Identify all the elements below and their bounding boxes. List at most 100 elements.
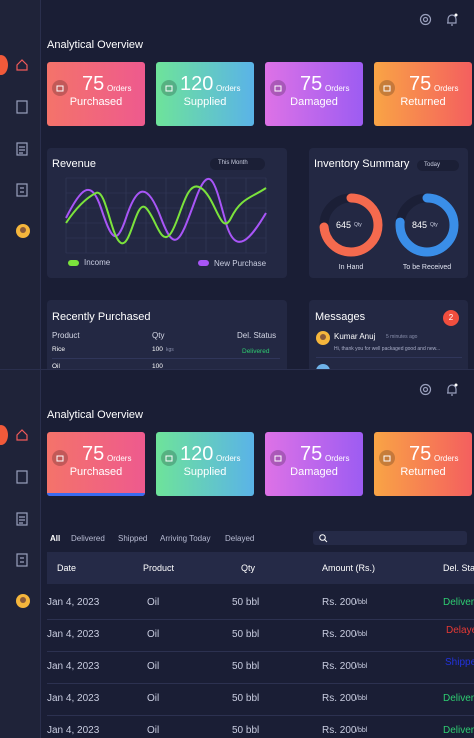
nav-inventory[interactable] <box>16 470 28 484</box>
cell-qty: 100 <box>152 346 163 353</box>
card-unit: Orders <box>434 454 459 463</box>
summary-card[interactable]: 75 Orders Returned <box>374 432 472 496</box>
cell-per-unit: /bbl <box>356 599 368 606</box>
filter-tab[interactable]: All <box>50 534 61 543</box>
summary-card[interactable]: 120 Orders Supplied <box>156 432 254 496</box>
filter-tab[interactable]: Delivered <box>71 534 105 543</box>
cell-per-unit: /bbl <box>356 663 368 670</box>
dropdown-label: This Month <box>218 160 248 166</box>
filter-tab[interactable]: Shipped <box>118 534 148 543</box>
summary-card[interactable]: 120 Orders Supplied <box>156 62 254 126</box>
cell-date: Jan 4, 2023 <box>47 597 100 608</box>
card-unit: Orders <box>107 84 132 93</box>
message-time: 5 minutes ago <box>386 334 418 340</box>
settings-icon[interactable] <box>419 13 432 26</box>
column-header: Product <box>143 563 175 573</box>
message-sender: Kumar Anuj <box>334 332 376 341</box>
cell-status: Shipped <box>445 657 474 668</box>
section-title: Analytical Overview <box>47 39 143 51</box>
summary-card[interactable]: 75 Orders Purchased <box>47 62 145 126</box>
card-unit: Orders <box>434 84 459 93</box>
active-marker <box>0 425 8 445</box>
active-underline <box>47 493 145 496</box>
cell-product: Oil <box>147 597 160 608</box>
donut-value: 845 <box>412 220 428 230</box>
donut-unit: Qty <box>354 222 362 228</box>
summary-card[interactable]: 75 Orders Damaged <box>265 62 363 126</box>
nav-home[interactable] <box>16 429 28 441</box>
summary-card[interactable]: 75 Orders Purchased <box>47 432 145 496</box>
card-label: Supplied <box>183 96 227 108</box>
cell-date: Jan 4, 2023 <box>47 661 100 672</box>
avatar[interactable] <box>16 224 30 238</box>
summary-card[interactable]: 75 Orders Returned <box>374 62 472 126</box>
cell-per-unit: /bbl <box>356 727 368 734</box>
card-value: 75 <box>82 443 105 465</box>
card-unit: Orders <box>325 84 350 93</box>
settings-icon[interactable] <box>419 383 432 396</box>
cell-per-unit: /bbl <box>356 695 368 702</box>
card-label: Damaged <box>290 96 338 108</box>
inventory-panel: Inventory Summary Today 645 Qty In Hand 845 Qt… <box>309 148 468 278</box>
orders-screen: Analytical Overview 75 Orders Purchased 120 O… <box>0 369 474 738</box>
nav-orders[interactable] <box>16 553 28 567</box>
card-unit: Orders <box>216 84 241 93</box>
recent-panel: Recently Purchased Product Qty Del. Status R… <box>47 300 287 369</box>
card-icon <box>379 80 395 96</box>
card-value: 120 <box>180 443 214 465</box>
nav-reports[interactable] <box>16 512 28 526</box>
section-title: Analytical Overview <box>47 409 143 421</box>
cell-product: Rice <box>52 346 66 353</box>
nav-home[interactable] <box>16 59 28 71</box>
card-icon <box>161 80 177 96</box>
cell-per-unit: /bbl <box>356 631 368 638</box>
cell-date: Jan 4, 2023 <box>47 629 100 640</box>
notifications-icon[interactable] <box>446 383 458 396</box>
avatar[interactable] <box>16 594 30 608</box>
card-unit: Orders <box>107 454 132 463</box>
card-unit: Orders <box>325 454 350 463</box>
message-avatar <box>316 331 330 345</box>
card-icon <box>52 80 68 96</box>
cell-amount: Rs. 200 <box>322 661 357 672</box>
legend-swatch <box>68 260 79 266</box>
cell-product: Oil <box>147 725 160 736</box>
card-value: 75 <box>300 73 323 95</box>
column-header: Date <box>57 563 77 573</box>
filter-tab[interactable]: Delayed <box>225 534 255 543</box>
period-dropdown[interactable]: Today <box>417 160 459 171</box>
cell-amount: Rs. 200 <box>322 597 357 608</box>
cell-status: Delivered <box>443 725 474 736</box>
row-divider <box>47 715 474 716</box>
nav-orders[interactable] <box>16 183 28 197</box>
table-header <box>47 552 474 584</box>
cell-unit: kgs <box>166 347 174 353</box>
nav-inventory[interactable] <box>16 100 28 114</box>
column-header: Amount (Rs.) <box>322 563 376 573</box>
nav-reports[interactable] <box>16 142 28 156</box>
donut-value: 645 <box>336 220 352 230</box>
card-value: 75 <box>300 443 323 465</box>
search-box[interactable] <box>313 531 467 545</box>
legend-swatch <box>198 260 209 266</box>
card-icon <box>379 450 395 466</box>
card-icon <box>161 450 177 466</box>
card-label: Returned <box>400 466 446 478</box>
card-icon <box>52 450 68 466</box>
row-divider <box>47 619 474 620</box>
summary-card[interactable]: 75 Orders Damaged <box>265 432 363 496</box>
card-value: 75 <box>409 443 432 465</box>
active-marker <box>0 55 8 75</box>
card-label: Supplied <box>183 466 227 478</box>
cell-amount: Rs. 200 <box>322 629 357 640</box>
cell-qty: 100 <box>152 363 163 369</box>
donut-unit: Qty <box>430 222 438 228</box>
cell-status: Delivered <box>242 348 270 355</box>
cell-status: Delivered <box>443 597 474 608</box>
message-badge[interactable]: 2 <box>443 310 459 326</box>
filter-tab[interactable]: Arriving Today <box>160 534 211 543</box>
notifications-icon[interactable] <box>446 13 458 26</box>
card-value: 120 <box>180 73 214 95</box>
period-dropdown[interactable]: This Month <box>210 158 265 170</box>
